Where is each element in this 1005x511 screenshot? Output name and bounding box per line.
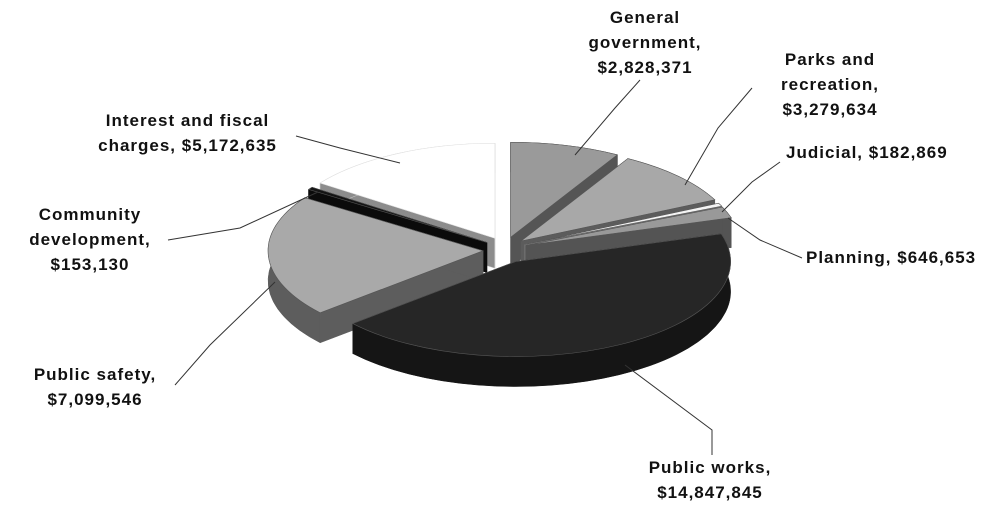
slice-label: Judicial, $182,869 (786, 140, 1005, 165)
slice-label: Public works, $14,847,845 (625, 455, 795, 505)
value-label: $153,130 (50, 255, 130, 274)
leader-line (295, 135, 401, 164)
slice (524, 202, 723, 245)
value-label: $646,653 (897, 248, 977, 267)
category: Parks and recreation, (781, 50, 879, 94)
category: Community development, (29, 205, 151, 249)
value-label: $2,828,371 (597, 58, 693, 77)
slice-label: Planning, $646,653 (806, 245, 1005, 270)
leader-line (721, 161, 781, 213)
value-label: $5,172,635 (181, 136, 277, 155)
slice (307, 186, 488, 243)
leader-line (167, 191, 319, 241)
value-label: $7,099,546 (47, 390, 143, 409)
slice (319, 142, 496, 239)
value-label: $182,869 (868, 143, 948, 162)
category: Interest and fiscal charges, (98, 111, 270, 155)
category: Public works, (648, 458, 772, 477)
slice (352, 233, 731, 357)
slice-label: General government, $2,828,371 (570, 5, 720, 80)
slice-label: Community development, $153,130 (5, 202, 175, 277)
value-label: $14,847,845 (657, 483, 763, 502)
leader-line (727, 217, 803, 259)
slice (520, 158, 716, 242)
slice (510, 141, 619, 238)
category: General government, (588, 8, 702, 52)
slice-label: Interest and fiscal charges, $5,172,635 (80, 108, 295, 158)
leader-line (174, 281, 276, 386)
leader-line (574, 79, 641, 156)
slice (525, 206, 732, 246)
leader-line (684, 87, 753, 186)
value-label: $3,279,634 (782, 100, 878, 119)
slice (267, 197, 484, 314)
slice-label: Public safety, $7,099,546 (10, 362, 180, 412)
category: Planning, (806, 248, 892, 267)
category: Public safety, (33, 365, 157, 384)
slice-label: Parks and recreation, $3,279,634 (760, 47, 900, 122)
leader-line (624, 364, 713, 455)
category: Judicial, (786, 143, 864, 162)
